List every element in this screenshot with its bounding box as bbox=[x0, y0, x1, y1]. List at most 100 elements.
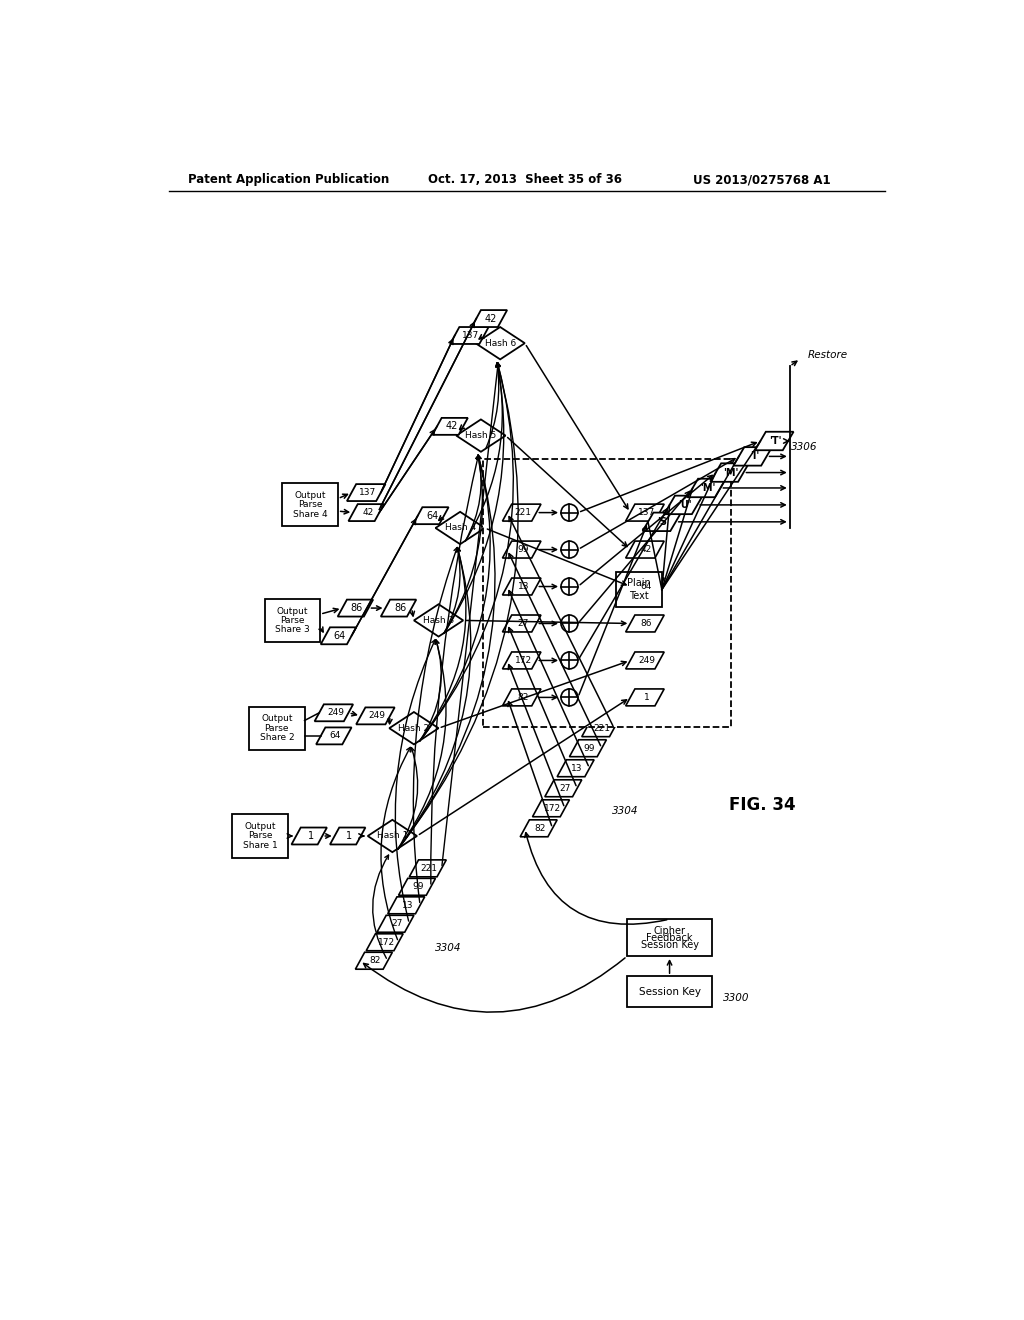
Polygon shape bbox=[755, 432, 794, 450]
Text: Parse: Parse bbox=[280, 616, 304, 624]
Polygon shape bbox=[626, 578, 665, 595]
Polygon shape bbox=[381, 599, 416, 616]
Text: 'U': 'U' bbox=[678, 500, 692, 510]
Text: Parse: Parse bbox=[248, 832, 272, 841]
Text: 3304: 3304 bbox=[435, 942, 461, 953]
Text: Cipher: Cipher bbox=[653, 925, 685, 936]
Text: 137: 137 bbox=[359, 488, 377, 498]
Text: Hash 2: Hash 2 bbox=[398, 723, 429, 733]
Polygon shape bbox=[321, 627, 356, 644]
Text: 64: 64 bbox=[334, 631, 346, 640]
Polygon shape bbox=[687, 479, 726, 498]
Text: Hash 5: Hash 5 bbox=[465, 432, 497, 440]
Bar bbox=[628, 977, 712, 1007]
Polygon shape bbox=[389, 711, 438, 744]
Polygon shape bbox=[503, 689, 541, 706]
Text: 1: 1 bbox=[307, 832, 313, 841]
Polygon shape bbox=[367, 933, 403, 950]
Text: 'M': 'M' bbox=[700, 483, 716, 492]
Polygon shape bbox=[569, 739, 606, 756]
Polygon shape bbox=[472, 310, 507, 327]
Polygon shape bbox=[520, 820, 557, 837]
Polygon shape bbox=[626, 504, 665, 521]
Polygon shape bbox=[457, 420, 506, 451]
Text: 221: 221 bbox=[515, 508, 531, 517]
Bar bbox=[283, 483, 338, 527]
Bar bbox=[628, 919, 712, 956]
Polygon shape bbox=[314, 705, 353, 721]
Text: Output: Output bbox=[261, 714, 293, 723]
Text: 'I': 'I' bbox=[750, 451, 759, 462]
Polygon shape bbox=[503, 541, 541, 558]
Polygon shape bbox=[356, 708, 394, 725]
Polygon shape bbox=[414, 605, 463, 636]
Polygon shape bbox=[368, 820, 417, 853]
Text: 'T': 'T' bbox=[770, 436, 782, 446]
Text: Parse: Parse bbox=[264, 723, 289, 733]
Text: 1: 1 bbox=[346, 832, 352, 841]
Polygon shape bbox=[733, 447, 772, 466]
Polygon shape bbox=[532, 800, 569, 817]
Text: 172: 172 bbox=[544, 804, 561, 813]
Text: Hash 4: Hash 4 bbox=[444, 524, 476, 532]
Text: 99: 99 bbox=[413, 882, 424, 891]
Text: 221: 221 bbox=[593, 723, 610, 733]
Text: 42: 42 bbox=[641, 545, 652, 554]
Polygon shape bbox=[475, 327, 524, 359]
Text: 172: 172 bbox=[515, 656, 531, 665]
Polygon shape bbox=[348, 504, 384, 521]
Polygon shape bbox=[711, 463, 749, 482]
Text: 42: 42 bbox=[445, 421, 458, 432]
Text: 3300: 3300 bbox=[724, 993, 750, 1003]
Text: Oct. 17, 2013  Sheet 35 of 36: Oct. 17, 2013 Sheet 35 of 36 bbox=[428, 173, 622, 186]
Polygon shape bbox=[451, 327, 488, 345]
Polygon shape bbox=[582, 719, 618, 737]
Polygon shape bbox=[413, 507, 449, 524]
Text: Plain: Plain bbox=[627, 578, 650, 589]
Polygon shape bbox=[435, 512, 484, 544]
Text: 'M': 'M' bbox=[724, 467, 739, 478]
Polygon shape bbox=[643, 512, 681, 531]
Text: 13: 13 bbox=[517, 582, 529, 591]
Text: 42: 42 bbox=[484, 314, 497, 323]
Polygon shape bbox=[398, 878, 435, 895]
Text: 27: 27 bbox=[391, 919, 402, 928]
Text: 172: 172 bbox=[378, 937, 395, 946]
Bar bbox=[249, 706, 304, 750]
Polygon shape bbox=[503, 578, 541, 595]
Text: Share 2: Share 2 bbox=[259, 733, 294, 742]
Polygon shape bbox=[503, 652, 541, 669]
Polygon shape bbox=[432, 418, 468, 434]
Text: Share 3: Share 3 bbox=[274, 626, 309, 634]
Text: 99: 99 bbox=[517, 545, 529, 554]
Text: Hash 6: Hash 6 bbox=[484, 339, 516, 347]
Text: 27: 27 bbox=[517, 619, 529, 628]
Text: 3304: 3304 bbox=[611, 807, 638, 816]
Polygon shape bbox=[665, 496, 702, 515]
Text: 86: 86 bbox=[641, 619, 652, 628]
Text: Hash 1: Hash 1 bbox=[377, 832, 408, 841]
Text: Parse: Parse bbox=[298, 500, 323, 510]
Text: Patent Application Publication: Patent Application Publication bbox=[187, 173, 389, 186]
Text: 99: 99 bbox=[584, 743, 595, 752]
Text: Share 1: Share 1 bbox=[243, 841, 278, 850]
Polygon shape bbox=[503, 615, 541, 632]
Polygon shape bbox=[545, 780, 582, 797]
Text: 221: 221 bbox=[421, 863, 438, 873]
Polygon shape bbox=[292, 828, 327, 845]
Text: 1: 1 bbox=[644, 693, 649, 702]
Text: 82: 82 bbox=[517, 693, 529, 702]
Text: 3306: 3306 bbox=[792, 442, 818, 453]
Polygon shape bbox=[626, 652, 665, 669]
Polygon shape bbox=[503, 504, 541, 521]
Polygon shape bbox=[347, 484, 385, 502]
Polygon shape bbox=[626, 615, 665, 632]
Bar bbox=[483, 459, 731, 726]
Text: Output: Output bbox=[244, 822, 275, 832]
Polygon shape bbox=[377, 915, 414, 932]
Polygon shape bbox=[410, 859, 446, 876]
Bar bbox=[264, 599, 319, 642]
Text: US 2013/0275768 A1: US 2013/0275768 A1 bbox=[693, 173, 830, 186]
Text: 82: 82 bbox=[535, 824, 546, 833]
Polygon shape bbox=[316, 727, 351, 744]
